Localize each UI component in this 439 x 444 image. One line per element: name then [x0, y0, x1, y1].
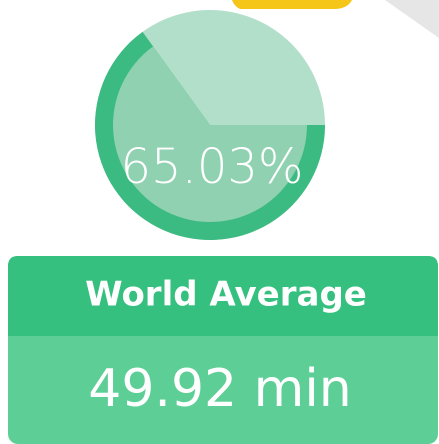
gauge-label: 65.03%	[120, 139, 303, 195]
gauge-fill-inner	[113, 46, 308, 222]
card-value: 49.92 min	[88, 359, 351, 419]
card-header	[8, 256, 438, 336]
decor-yellow	[232, 0, 352, 9]
card-title: World Average	[85, 275, 367, 315]
decor-gray	[385, 0, 439, 38]
gauge	[94, 31, 325, 240]
